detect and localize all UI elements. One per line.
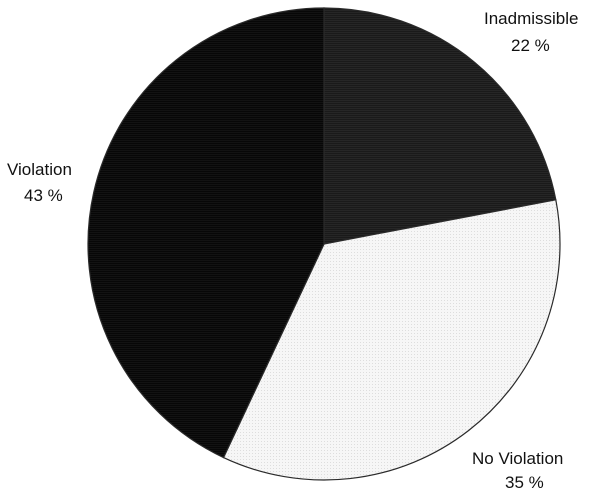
pie-slice-inadmissible	[323, 7, 557, 245]
pie-slices	[87, 7, 561, 481]
slice-label-inadmissible: Inadmissible	[484, 9, 579, 28]
slice-value-inadmissible: 22 %	[511, 36, 550, 55]
slice-label-no-violation: No Violation	[472, 449, 563, 468]
slice-value-no-violation: 35 %	[505, 473, 544, 489]
pie-slice-no-violation	[222, 199, 561, 481]
slice-value-violation: 43 %	[24, 186, 63, 205]
slice-label-violation: Violation	[7, 160, 72, 179]
pie-slice-violation	[87, 7, 325, 459]
